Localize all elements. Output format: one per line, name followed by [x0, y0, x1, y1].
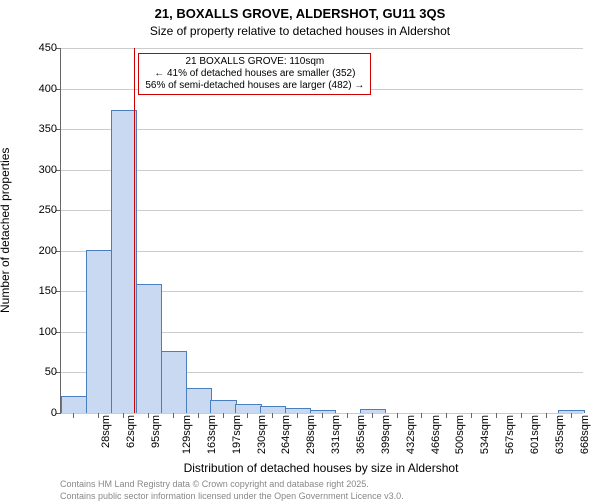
x-tick	[397, 413, 398, 418]
x-tick-label: 365sqm	[355, 415, 367, 454]
x-tick	[322, 413, 323, 418]
x-tick	[223, 413, 224, 418]
y-axis-label: Number of detached properties	[0, 148, 12, 313]
x-tick-label: 298sqm	[305, 415, 317, 454]
histogram-bar	[86, 250, 112, 413]
footer-attribution: Contains HM Land Registry data © Crown c…	[60, 479, 404, 502]
histogram-bar	[360, 409, 386, 413]
annotation-box: 21 BOXALLS GROVE: 110sqm← 41% of detache…	[138, 53, 371, 95]
x-tick-label: 28sqm	[100, 415, 112, 448]
footer-line1: Contains HM Land Registry data © Crown c…	[60, 479, 404, 491]
x-tick	[521, 413, 522, 418]
x-tick	[421, 413, 422, 418]
y-tick-label: 0	[51, 407, 61, 419]
property-marker-line	[134, 48, 135, 413]
y-tick-label: 450	[39, 42, 61, 54]
histogram-bar	[210, 400, 236, 413]
x-tick	[471, 413, 472, 418]
annotation-line: 56% of semi-detached houses are larger (…	[145, 80, 364, 92]
histogram-bar	[558, 410, 584, 413]
histogram-bar	[136, 284, 162, 413]
y-tick-label: 350	[39, 123, 61, 135]
x-tick	[446, 413, 447, 418]
footer-line2: Contains public sector information licen…	[60, 491, 404, 502]
x-tick	[173, 413, 174, 418]
x-tick-label: 129sqm	[181, 415, 193, 454]
annotation-line: 21 BOXALLS GROVE: 110sqm	[145, 56, 364, 68]
x-tick-label: 534sqm	[479, 415, 491, 454]
x-tick-label: 567sqm	[504, 415, 516, 454]
histogram-bar	[260, 406, 286, 413]
x-tick-label: 668sqm	[579, 415, 591, 454]
x-tick	[247, 413, 248, 418]
x-tick-label: 500sqm	[455, 415, 467, 454]
histogram-bar	[235, 404, 261, 413]
x-tick-label: 264sqm	[281, 415, 293, 454]
x-tick-label: 331sqm	[330, 415, 342, 454]
x-tick	[73, 413, 74, 418]
histogram-bar	[161, 351, 187, 413]
x-tick	[148, 413, 149, 418]
x-tick	[123, 413, 124, 418]
y-tick-label: 300	[39, 164, 61, 176]
chart-subtitle: Size of property relative to detached ho…	[0, 24, 600, 38]
x-tick	[98, 413, 99, 418]
y-tick-label: 400	[39, 83, 61, 95]
chart-title: 21, BOXALLS GROVE, ALDERSHOT, GU11 3QS	[0, 6, 600, 21]
y-tick-label: 250	[39, 204, 61, 216]
x-tick	[272, 413, 273, 418]
gridline	[61, 129, 583, 130]
y-tick-label: 100	[39, 326, 61, 338]
gridline	[61, 251, 583, 252]
y-tick-label: 200	[39, 245, 61, 257]
y-tick-label: 150	[39, 285, 61, 297]
x-tick-label: 399sqm	[380, 415, 392, 454]
x-tick-label: 432sqm	[405, 415, 417, 454]
gridline	[61, 210, 583, 211]
gridline	[61, 48, 583, 49]
x-axis-label: Distribution of detached houses by size …	[60, 461, 582, 475]
x-tick-label: 635sqm	[554, 415, 566, 454]
annotation-line: ← 41% of detached houses are smaller (35…	[145, 68, 364, 80]
gridline	[61, 170, 583, 171]
x-tick-label: 95sqm	[150, 415, 162, 448]
x-tick	[297, 413, 298, 418]
plot-area: 05010015020025030035040045028sqm62sqm95s…	[60, 48, 583, 414]
chart-container: 21, BOXALLS GROVE, ALDERSHOT, GU11 3QS S…	[0, 0, 600, 500]
x-tick-label: 230sqm	[256, 415, 268, 454]
histogram-bar	[186, 388, 212, 413]
x-tick-label: 601sqm	[529, 415, 541, 454]
x-tick	[546, 413, 547, 418]
x-tick-label: 197sqm	[231, 415, 243, 454]
x-tick	[496, 413, 497, 418]
y-tick-label: 50	[45, 366, 61, 378]
x-tick-label: 62sqm	[125, 415, 137, 448]
x-tick	[198, 413, 199, 418]
x-tick	[347, 413, 348, 418]
x-tick	[571, 413, 572, 418]
histogram-bar	[61, 396, 87, 413]
x-tick-label: 466sqm	[430, 415, 442, 454]
x-tick-label: 163sqm	[206, 415, 218, 454]
x-tick	[372, 413, 373, 418]
